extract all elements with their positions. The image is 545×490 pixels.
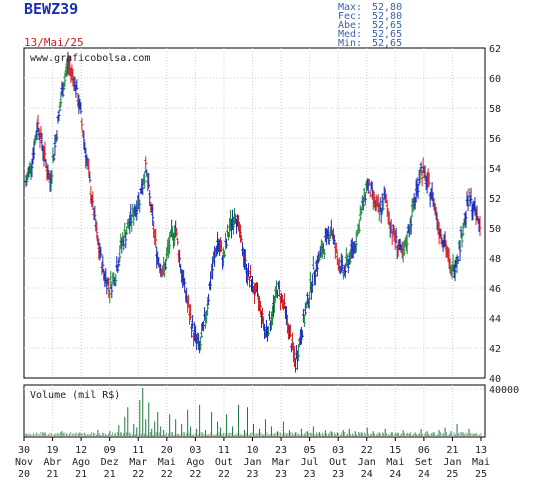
stat-row: Fec: 52,80: [338, 11, 412, 22]
x-tick-day: 13: [475, 445, 487, 456]
x-tick-day: 23: [275, 445, 287, 456]
x-tick-year: 23: [246, 469, 258, 480]
x-tick-year: 21: [47, 469, 59, 480]
x-tick-year: 20: [18, 469, 30, 480]
x-tick-day: 22: [361, 445, 373, 456]
y-tick-label: 54: [489, 164, 501, 175]
x-tick-month: Mar: [272, 457, 290, 468]
x-tick-day: 11: [132, 445, 144, 456]
price-panel: [23, 47, 486, 379]
x-tick-year: 22: [218, 469, 230, 480]
y-axis-ticks: 40 42 44 46 48 50 52 54 56 58 60 62: [489, 44, 501, 385]
watermark-text: www.graficobolsa.com: [30, 53, 150, 64]
y-tick-label: 50: [489, 224, 501, 235]
x-tick-month: Dez: [101, 457, 119, 468]
y-tick-label: 48: [489, 254, 501, 265]
x-tick-day: 19: [47, 445, 59, 456]
x-tick-year: 23: [304, 469, 316, 480]
y-tick-label: 52: [489, 194, 501, 205]
volume-axis-ticks: 40000: [489, 385, 519, 396]
x-tick-day: 11: [218, 445, 230, 456]
x-tick-day: 03: [332, 445, 344, 456]
x-tick-day: 21: [446, 445, 458, 456]
volume-label: Volume (mil R$): [30, 390, 120, 401]
x-tick-year: 24: [418, 469, 430, 480]
x-tick-year: 25: [475, 469, 487, 480]
y-tick-label: 40: [489, 374, 501, 385]
x-tick-month: Out: [329, 457, 347, 468]
x-tick-month: Ago: [186, 457, 204, 468]
stat-value: 52,80: [372, 11, 403, 22]
stat-label: Min:: [338, 38, 363, 49]
x-tick-month: Mai: [386, 457, 404, 468]
stat-row: Abe: 52,65: [338, 20, 412, 31]
price-stats: Max: 52,80 Fec: 52,80 Abe: 52,65 Med: 52,65 Min:…: [338, 2, 412, 49]
x-tick-month: Set: [415, 457, 433, 468]
x-tick-year: 24: [389, 469, 401, 480]
x-tick-month: Jan: [358, 457, 376, 468]
y-tick-label: 44: [489, 314, 501, 325]
x-tick-day: 12: [75, 445, 87, 456]
price-grid: [24, 48, 485, 378]
date-label: 13/Mai/25: [24, 36, 84, 49]
y-tick-label: 60: [489, 74, 501, 85]
stat-row: Med: 52,65: [338, 29, 412, 40]
x-tick-year: 23: [332, 469, 344, 480]
price-series: [24, 51, 482, 373]
x-tick-day: 30: [18, 445, 30, 456]
y-tick-label: 56: [489, 134, 501, 145]
x-tick-month: Jul: [301, 457, 319, 468]
volume-series: [25, 388, 482, 436]
x-tick-month: Out: [215, 457, 233, 468]
x-tick-month: Abr: [44, 457, 62, 468]
x-tick-year: 22: [189, 469, 201, 480]
stat-value: 52,65: [372, 20, 403, 31]
x-tick-year: 24: [361, 469, 373, 480]
stat-row: Max: 52,80: [338, 2, 412, 13]
stat-label: Med:: [338, 29, 363, 40]
x-tick-year: 22: [161, 469, 173, 480]
x-tick-month: Mai: [158, 457, 176, 468]
stat-value: 52,65: [372, 38, 403, 49]
x-tick-day: 09: [104, 445, 116, 456]
volume-panel: [23, 384, 486, 438]
x-tick-day: 20: [161, 445, 173, 456]
volume-grid: [24, 385, 485, 437]
volume-tick-label: 40000: [489, 385, 519, 396]
x-axis-ticks: 30Nov2019Abr2112Ago2109Dez2111Mar2220Mai…: [15, 437, 490, 480]
stat-value: 52,65: [372, 29, 403, 40]
stat-label: Abe:: [338, 20, 363, 31]
x-tick-year: 21: [104, 469, 116, 480]
x-tick-year: 21: [75, 469, 87, 480]
stat-label: Fec:: [338, 11, 363, 22]
x-tick-year: 23: [275, 469, 287, 480]
x-tick-day: 06: [418, 445, 430, 456]
y-tick-label: 42: [489, 344, 501, 355]
x-tick-month: Nov: [15, 457, 33, 468]
x-tick-year: 25: [446, 469, 458, 480]
x-tick-month: Jan: [243, 457, 261, 468]
stat-row: Min: 52,65: [338, 38, 412, 49]
ticker-title: BEWZ39: [24, 0, 79, 18]
x-tick-month: Mar: [129, 457, 147, 468]
x-tick-day: 03: [189, 445, 201, 456]
x-tick-day: 10: [246, 445, 258, 456]
x-tick-year: 22: [132, 469, 144, 480]
x-tick-day: 15: [389, 445, 401, 456]
stat-label: Max:: [338, 2, 363, 13]
x-tick-month: Jan: [443, 457, 461, 468]
x-tick-month: Ago: [72, 457, 90, 468]
x-tick-day: 05: [304, 445, 316, 456]
y-tick-label: 58: [489, 104, 501, 115]
y-tick-label: 46: [489, 284, 501, 295]
y-tick-label: 62: [489, 44, 501, 55]
x-tick-month: Mai: [472, 457, 490, 468]
stat-value: 52,80: [372, 2, 403, 13]
